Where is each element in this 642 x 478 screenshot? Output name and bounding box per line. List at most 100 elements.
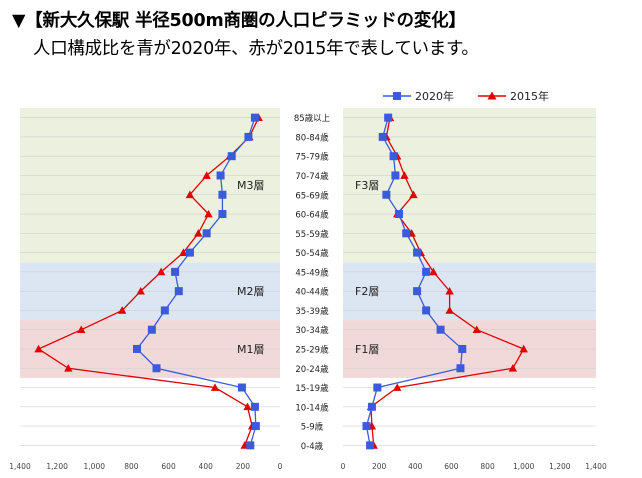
category-label: 25-29歳 bbox=[295, 344, 329, 355]
x-tick-label-female: 400 bbox=[408, 462, 423, 471]
band-label-male: M2層 bbox=[237, 285, 265, 298]
data-point-male-2020 bbox=[244, 132, 253, 141]
data-point-male-2015 bbox=[179, 248, 188, 256]
data-point-male-2020 bbox=[174, 287, 183, 296]
data-point-female-2020 bbox=[391, 171, 400, 180]
page-title: ▼【新大久保駅 半径500m商圏の人口ピラミッドの変化】 bbox=[12, 11, 466, 31]
data-point-female-2020 bbox=[378, 132, 387, 141]
data-point-female-2020 bbox=[362, 422, 371, 431]
data-point-male-2015 bbox=[156, 267, 166, 276]
data-point-male-2015 bbox=[194, 229, 203, 237]
data-point-female-2015 bbox=[429, 267, 438, 276]
data-point-male-2020 bbox=[250, 402, 259, 411]
category-label: 55-59歳 bbox=[295, 229, 329, 240]
x-tick-label-male: 800 bbox=[124, 462, 139, 471]
data-point-female-2020 bbox=[366, 441, 375, 450]
data-point-female-2020 bbox=[456, 364, 465, 373]
x-tick-label-male: 1,000 bbox=[84, 462, 106, 471]
data-point-female-2020 bbox=[402, 229, 411, 238]
band-label-male: M1層 bbox=[237, 343, 265, 356]
category-label: 85歳以上 bbox=[294, 113, 331, 124]
data-point-male-2020 bbox=[237, 383, 246, 392]
data-point-male-2020 bbox=[227, 152, 236, 161]
data-point-female-2020 bbox=[413, 287, 422, 296]
legend-marker-2020 bbox=[393, 92, 401, 100]
data-point-female-2015 bbox=[445, 286, 454, 295]
page-subtitle: 人口構成比を青が2020年、赤が2015年で表しています。 bbox=[33, 39, 479, 59]
band-label-female: F3層 bbox=[355, 179, 379, 192]
x-tick-label-male: 200 bbox=[236, 462, 251, 471]
band-label-male: M3層 bbox=[237, 179, 265, 192]
category-label: 10-14歳 bbox=[295, 402, 329, 413]
data-point-female-2015 bbox=[400, 171, 409, 179]
category-label: 35-39歳 bbox=[295, 306, 329, 317]
data-point-female-2015 bbox=[508, 364, 518, 372]
legend-label-2020: 2020年 bbox=[415, 89, 454, 103]
x-tick-label-male: 0 bbox=[278, 462, 283, 471]
data-point-female-2020 bbox=[382, 190, 391, 199]
category-label: 50-54歳 bbox=[295, 248, 329, 259]
data-point-female-2020 bbox=[389, 152, 398, 161]
x-tick-label-female: 200 bbox=[372, 462, 387, 471]
category-label: 15-19歳 bbox=[295, 383, 329, 394]
x-tick-label-female: 1,000 bbox=[513, 462, 535, 471]
data-point-male-2015 bbox=[210, 383, 220, 391]
data-point-female-2020 bbox=[373, 383, 382, 392]
data-point-male-2020 bbox=[152, 364, 161, 373]
x-tick-label-female: 1,400 bbox=[585, 462, 607, 471]
band-senior-female bbox=[343, 108, 596, 263]
data-point-male-2020 bbox=[147, 325, 156, 334]
band-label-female: F2層 bbox=[355, 285, 379, 298]
data-point-male-2015 bbox=[243, 402, 252, 411]
legend-label-2015: 2015年 bbox=[510, 89, 549, 103]
category-label: 60-64歳 bbox=[295, 210, 329, 221]
x-tick-label-female: 0 bbox=[341, 462, 346, 471]
data-point-male-2015 bbox=[77, 325, 86, 334]
category-label: 40-44歳 bbox=[295, 287, 329, 298]
band-label-female: F1層 bbox=[355, 343, 379, 356]
category-label: 30-34歳 bbox=[295, 325, 329, 336]
data-point-female-2020 bbox=[384, 113, 393, 122]
category-label: 70-74歳 bbox=[295, 171, 329, 182]
data-point-male-2015 bbox=[136, 286, 145, 295]
data-point-male-2020 bbox=[133, 344, 141, 353]
data-point-female-2015 bbox=[472, 325, 481, 334]
data-point-female-2020 bbox=[413, 248, 422, 257]
band-senior-male bbox=[20, 108, 280, 263]
x-tick-label-female: 1,200 bbox=[549, 462, 571, 471]
data-point-male-2020 bbox=[185, 248, 194, 257]
x-tick-label-female: 800 bbox=[480, 462, 495, 471]
series-line-male-2015 bbox=[37, 117, 260, 446]
data-point-male-2015 bbox=[64, 364, 73, 372]
x-tick-label-male: 400 bbox=[199, 462, 214, 471]
x-tick-label-female: 600 bbox=[444, 462, 459, 471]
data-point-male-2020 bbox=[218, 190, 227, 199]
data-point-female-2020 bbox=[436, 325, 445, 334]
data-point-male-2020 bbox=[171, 267, 180, 276]
x-tick-label-male: 600 bbox=[161, 462, 176, 471]
data-point-male-2020 bbox=[218, 210, 227, 219]
category-label: 0-4歳 bbox=[301, 441, 324, 452]
category-label: 65-69歳 bbox=[295, 190, 329, 201]
data-point-female-2015 bbox=[393, 383, 402, 391]
data-point-female-2020 bbox=[422, 267, 431, 276]
data-point-male-2015 bbox=[204, 209, 213, 218]
category-label: 45-49歳 bbox=[295, 267, 329, 278]
data-point-male-2015 bbox=[185, 190, 195, 199]
data-point-male-2015 bbox=[117, 306, 127, 314]
data-point-female-2020 bbox=[367, 402, 376, 411]
data-point-male-2020 bbox=[251, 422, 260, 431]
data-point-male-2020 bbox=[216, 171, 225, 180]
data-point-female-2020 bbox=[458, 344, 467, 353]
category-label: 5-9歳 bbox=[301, 422, 324, 433]
data-point-male-2020 bbox=[250, 113, 259, 122]
data-point-male-2020 bbox=[160, 306, 169, 315]
data-point-female-2015 bbox=[445, 306, 454, 314]
category-label: 80-84歳 bbox=[295, 132, 329, 143]
data-point-female-2020 bbox=[395, 210, 404, 219]
category-label: 20-24歳 bbox=[295, 364, 329, 375]
data-point-male-2020 bbox=[202, 229, 211, 238]
x-tick-label-male: 1,400 bbox=[9, 462, 31, 471]
data-point-male-2015 bbox=[34, 344, 43, 353]
